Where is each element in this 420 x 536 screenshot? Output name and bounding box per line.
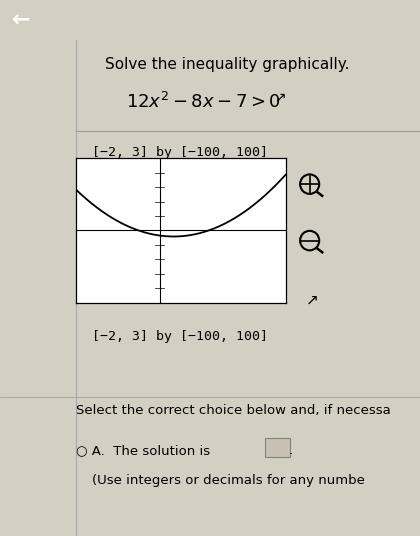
Text: .: . bbox=[289, 444, 293, 457]
FancyBboxPatch shape bbox=[265, 438, 290, 457]
Text: ↗: ↗ bbox=[305, 293, 318, 308]
Text: ←: ← bbox=[12, 10, 30, 30]
Text: (Use integers or decimals for any numbe: (Use integers or decimals for any numbe bbox=[92, 474, 365, 487]
Text: ↗: ↗ bbox=[275, 90, 286, 104]
Text: Select the correct choice below and, if necessa: Select the correct choice below and, if … bbox=[76, 405, 390, 418]
Text: ✔C.: ✔C. bbox=[76, 169, 104, 184]
Text: ○ A.  The solution is: ○ A. The solution is bbox=[76, 444, 210, 457]
Text: [−2, 3] by [−100, 100]: [−2, 3] by [−100, 100] bbox=[92, 330, 268, 343]
Text: Solve the inequality graphically.: Solve the inequality graphically. bbox=[105, 57, 349, 72]
Text: $12x^2-8x-7>0$: $12x^2-8x-7>0$ bbox=[126, 92, 281, 112]
Text: [−2, 3] by [−100, 100]: [−2, 3] by [−100, 100] bbox=[92, 146, 268, 159]
